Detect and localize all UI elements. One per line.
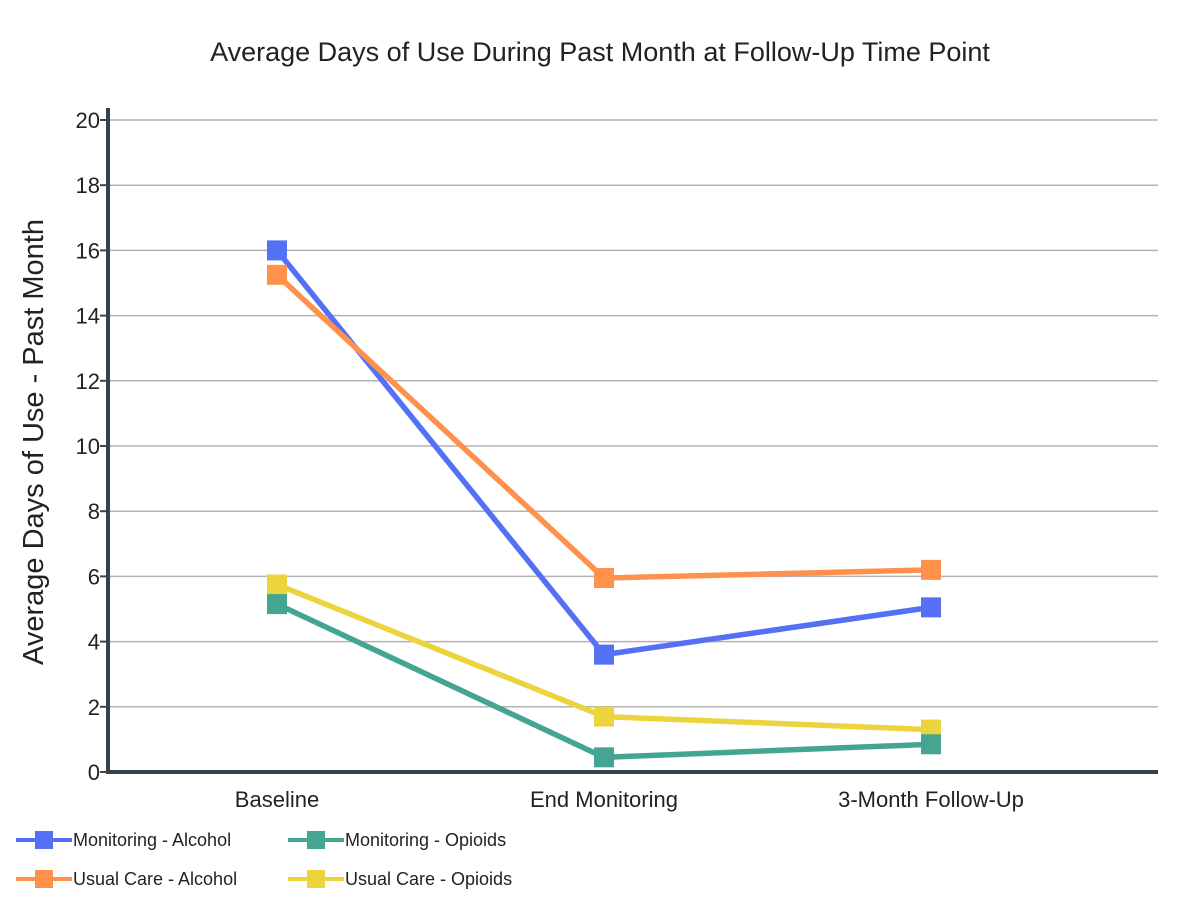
y-axis-ticks: 0 2 4 6 8 10 12 14 16 18 20 <box>76 108 108 785</box>
legend-item: Usual Care - Opioids <box>288 869 512 889</box>
series-line <box>274 248 932 658</box>
x-axis-ticks: Baseline End Monitoring 3-Month Follow-Up <box>235 787 1024 812</box>
data-point-marker <box>267 240 287 261</box>
x-tick-label: 3-Month Follow-Up <box>838 787 1024 812</box>
y-tick-label: 14 <box>76 304 100 329</box>
y-tick-label: 6 <box>88 564 100 589</box>
y-tick-label: 4 <box>88 630 100 655</box>
legend-item: Monitoring - Opioids <box>288 830 506 850</box>
data-point-marker <box>594 644 614 665</box>
legend-swatch-marker <box>35 870 53 888</box>
y-tick-label: 2 <box>88 695 100 720</box>
y-tick-label: 12 <box>76 369 100 394</box>
legend-swatch-marker <box>307 831 325 849</box>
data-point-marker <box>921 597 941 618</box>
legend-label: Monitoring - Opioids <box>345 830 506 850</box>
legend-item: Monitoring - Alcohol <box>16 830 231 850</box>
y-tick-label: 20 <box>76 108 100 133</box>
data-point-marker <box>594 568 614 589</box>
series-line <box>275 272 932 581</box>
y-tick-label: 16 <box>76 238 100 263</box>
series-monitoring-opioids <box>267 594 941 768</box>
axes <box>106 108 1158 774</box>
y-tick-label: 10 <box>76 434 100 459</box>
data-point-marker <box>594 747 614 768</box>
data-point-marker <box>267 594 287 615</box>
legend-swatch-marker <box>35 831 53 849</box>
series-group <box>267 240 941 768</box>
legend-swatch-marker <box>307 870 325 888</box>
x-tick-label: End Monitoring <box>530 787 678 812</box>
y-axis-label: Average Days of Use - Past Month <box>18 219 50 665</box>
series-monitoring-alcohol <box>267 240 941 665</box>
data-point-marker <box>921 734 941 755</box>
legend-label: Usual Care - Opioids <box>345 869 512 889</box>
gridlines <box>108 119 1158 708</box>
data-point-marker <box>921 559 941 580</box>
legend-item: Usual Care - Alcohol <box>16 869 237 889</box>
legend-label: Monitoring - Alcohol <box>73 830 231 850</box>
data-point-marker <box>594 706 614 727</box>
chart-title: Average Days of Use During Past Month at… <box>210 37 990 67</box>
legend: Monitoring - Alcohol Monitoring - Opioids… <box>16 830 512 889</box>
legend-label: Usual Care - Alcohol <box>73 869 237 889</box>
data-point-marker <box>267 264 287 285</box>
y-tick-label: 0 <box>88 760 100 785</box>
data-point-marker <box>267 574 287 595</box>
x-tick-label: Baseline <box>235 787 319 812</box>
series-usual-care-alcohol <box>267 264 941 589</box>
y-tick-label: 18 <box>76 173 100 198</box>
y-tick-label: 8 <box>88 499 100 524</box>
